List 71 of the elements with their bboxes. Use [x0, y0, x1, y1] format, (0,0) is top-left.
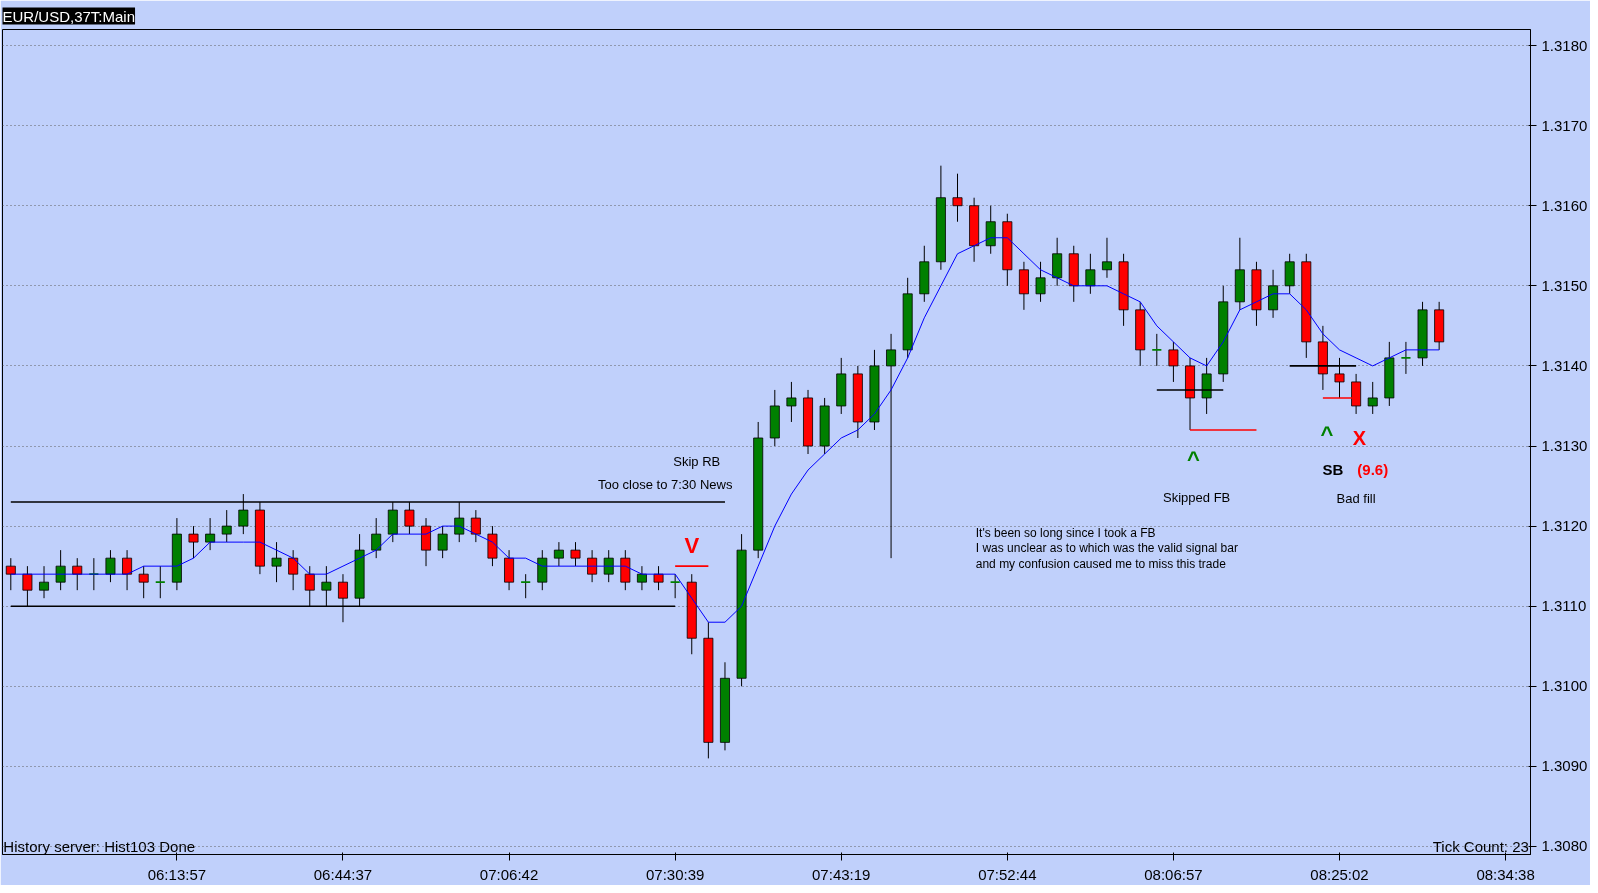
candlestick: [371, 517, 382, 559]
candlestick: [437, 525, 448, 559]
chart-title: EUR/USD,37T:Main: [2, 7, 136, 25]
candlestick: [205, 517, 216, 551]
annotation: (9.6): [1357, 460, 1389, 478]
candlestick: [1085, 253, 1096, 295]
candlestick: [886, 333, 897, 559]
x-tick-label: 08:25:02: [1310, 865, 1369, 883]
annotation: Too close to 7:30 News: [597, 476, 733, 492]
candlestick: [122, 549, 133, 591]
x-tick-label: 07:52:44: [978, 865, 1037, 883]
y-tick-label: 1.3150: [1541, 276, 1588, 294]
candlestick: [1400, 341, 1412, 375]
annotation: Tick Count: 23: [1432, 837, 1529, 855]
annotation: X: [1352, 427, 1367, 449]
candlestick: [603, 549, 614, 583]
candlestick: [1151, 333, 1163, 367]
annotation: ^: [1186, 447, 1200, 473]
y-tick-label: 1.3080: [1541, 837, 1588, 855]
x-tick-label: 06:13:57: [147, 865, 207, 883]
candlestick: [221, 509, 232, 543]
y-tick-label: 1.3120: [1541, 517, 1588, 535]
x-tick-label: 07:06:42: [479, 865, 539, 883]
candlestick: [39, 565, 49, 599]
y-tick-label: 1.3160: [1541, 196, 1588, 214]
annotation: History server: Hist103 Done: [3, 837, 196, 855]
annotation: SB: [1322, 460, 1344, 478]
candlestick: [1035, 261, 1046, 303]
candlestick: [470, 509, 481, 543]
candlestick: [669, 573, 681, 599]
candlestick: [1168, 341, 1179, 383]
candlestick: [105, 549, 116, 583]
candlestick: [553, 541, 564, 567]
candlestick: [653, 565, 664, 591]
annotation: It's been so long since I took a FB: [975, 525, 1156, 540]
annotation: V: [684, 532, 700, 558]
annotation: Skipped FB: [1163, 489, 1231, 505]
annotation: ^: [1320, 422, 1334, 448]
x-tick-label: 06:44:37: [313, 865, 373, 883]
candlestick: [587, 549, 598, 583]
y-tick-label: 1.3110: [1541, 597, 1587, 615]
y-tick-label: 1.3180: [1541, 36, 1588, 54]
annotation: Skip RB: [673, 453, 721, 469]
candlestick: [5, 557, 16, 591]
candlestick: [952, 173, 963, 223]
x-tick-label: 08:34:38: [1476, 865, 1535, 883]
candlestick: [138, 565, 149, 599]
y-tick-label: 1.3140: [1541, 356, 1588, 374]
candlestick: [88, 557, 100, 591]
candlestick: [188, 525, 199, 559]
candlestick: [271, 541, 282, 583]
candlestick: [786, 381, 797, 423]
y-tick-label: 1.3100: [1541, 677, 1588, 695]
candlestick: [1102, 237, 1112, 279]
y-tick-label: 1.3090: [1541, 757, 1588, 775]
candlestick: [154, 565, 166, 599]
candlestick: [288, 549, 299, 591]
x-tick-label: 07:30:39: [645, 865, 705, 883]
x-tick-label: 07:43:19: [812, 865, 871, 883]
candlestick: [72, 557, 83, 591]
candlestick: [55, 549, 66, 591]
x-tick-label: 08:06:57: [1144, 865, 1203, 883]
annotation: Bad fill: [1336, 491, 1376, 507]
candlestick: [1367, 381, 1378, 415]
annotation: and my confusion caused me to miss this trade: [975, 556, 1227, 571]
annotation: I was unclear as to which was the valid signal bar: [975, 540, 1238, 555]
y-tick-label: 1.3130: [1541, 437, 1588, 454]
candlestick: [520, 573, 532, 599]
candlestick: [636, 565, 647, 591]
y-tick-label: 1.3170: [1541, 116, 1588, 134]
candlestick: [570, 541, 581, 567]
